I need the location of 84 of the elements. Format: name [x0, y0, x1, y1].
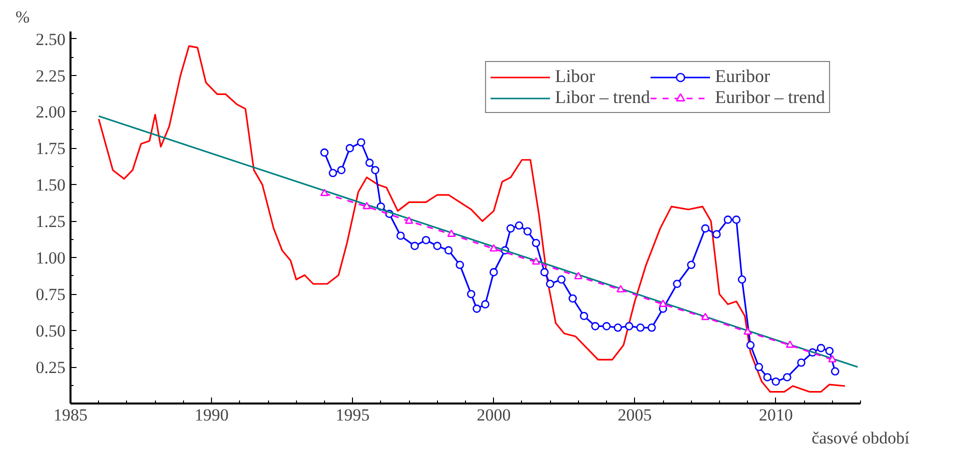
- x-tick-label: 2005: [618, 406, 652, 424]
- point: [648, 324, 656, 332]
- point: [724, 216, 732, 224]
- point: [396, 232, 405, 240]
- y-tick-label: 1.00: [36, 248, 66, 268]
- y-tick-label: 0.50: [36, 322, 66, 341]
- point: [466, 290, 476, 298]
- y-tick-label: 1.50: [36, 176, 66, 195]
- point: [701, 312, 710, 320]
- point: [816, 344, 826, 352]
- point: [362, 202, 371, 210]
- y-axis-title: %: [16, 8, 30, 26]
- point: [532, 238, 540, 248]
- point: [472, 304, 481, 313]
- point: [624, 322, 634, 330]
- point: [574, 272, 583, 280]
- x-tick-label: 1985: [54, 406, 88, 424]
- point: [410, 242, 419, 250]
- point: [672, 280, 682, 288]
- point: [825, 346, 834, 356]
- point: [828, 355, 836, 362]
- point: [371, 166, 380, 174]
- point: [580, 312, 588, 320]
- y-tick-label: 0.75: [36, 285, 66, 304]
- point: [786, 340, 794, 348]
- point: [404, 216, 414, 224]
- point: [447, 230, 456, 237]
- point: [658, 300, 668, 307]
- point: [636, 324, 645, 332]
- point: [490, 268, 498, 276]
- x-tick-label: 1990: [194, 406, 229, 424]
- point: [738, 275, 746, 284]
- point: [444, 246, 453, 254]
- point: [701, 224, 710, 233]
- point: [754, 362, 764, 372]
- point: [732, 216, 741, 224]
- x-axis-title: časové období: [812, 428, 910, 448]
- point: [532, 257, 540, 265]
- point: [514, 221, 524, 230]
- point: [772, 377, 780, 386]
- point: [320, 148, 329, 157]
- point: [422, 236, 430, 244]
- legend-label: Libor: [555, 66, 596, 87]
- point: [782, 373, 792, 382]
- point: [546, 280, 554, 288]
- point: [568, 294, 577, 303]
- line-series: [98, 45, 846, 393]
- y-tick-label: 2.00: [36, 102, 66, 122]
- legend-label: Euribor – trend: [715, 87, 825, 108]
- y-tick-label: 2.50: [36, 30, 66, 49]
- point: [743, 327, 752, 335]
- point: [746, 341, 755, 350]
- point: [540, 268, 549, 276]
- point: [506, 224, 515, 233]
- point: [557, 275, 566, 284]
- y-tick-label: 1.25: [36, 212, 66, 232]
- point: [346, 144, 354, 152]
- legend-label: Libor – trend: [555, 87, 650, 108]
- point: [830, 367, 840, 376]
- point: [591, 322, 600, 330]
- point: [320, 188, 329, 196]
- point: [481, 300, 490, 308]
- point: [523, 227, 532, 236]
- x-tick-label: 1995: [336, 406, 370, 424]
- point: [365, 158, 374, 167]
- point: [712, 230, 721, 238]
- point: [433, 242, 442, 250]
- point: [356, 138, 366, 147]
- y-tick-label: 0.25: [36, 358, 66, 378]
- point: [797, 358, 806, 367]
- x-tick-label: 2000: [476, 406, 511, 424]
- point: [763, 373, 772, 382]
- point: [490, 244, 498, 252]
- y-tick-label: 2.25: [36, 66, 66, 86]
- point: [328, 168, 338, 178]
- point: [687, 260, 696, 270]
- x-tick-label: 2010: [758, 406, 793, 424]
- legend-label: Euribor: [715, 66, 770, 87]
- point: [337, 166, 346, 174]
- point: [602, 322, 611, 330]
- point: [614, 324, 622, 332]
- point: [616, 285, 625, 292]
- y-tick-label: 1.75: [36, 139, 66, 158]
- point: [456, 260, 464, 270]
